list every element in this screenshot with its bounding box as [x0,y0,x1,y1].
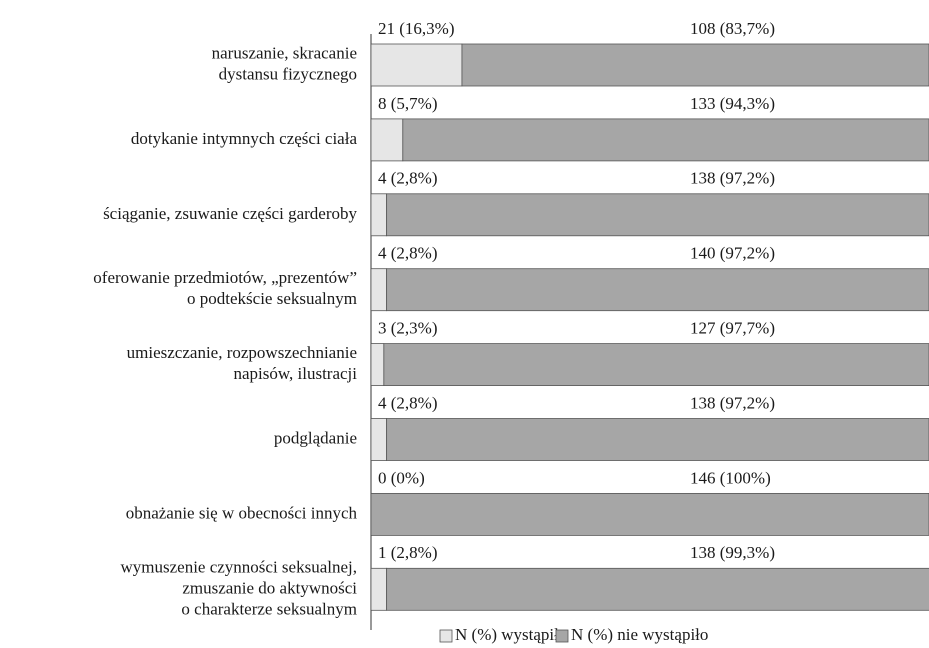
bar-segment [371,43,463,87]
category-line: obnażanie się w obecności innych [126,503,358,522]
legend-swatch [555,629,569,643]
category-label: podglądanie [274,428,357,447]
category-line: o podtekście seksualnym [187,289,357,308]
value-label: 4 (2,8%) [378,169,437,188]
value-label: 4 (2,8%) [378,244,437,263]
category-line: naruszanie, skracanie [212,43,357,62]
category-line: wymuszenie czynności seksualnej, [120,557,357,576]
bar-segment [386,567,929,611]
legend-label: N (%) nie wystąpiło [571,625,708,644]
value-label: 146 (100%) [690,468,771,487]
bar-segment [371,492,929,536]
category-line: oferowanie przedmiotów, „prezentów” [93,268,357,287]
bar-segment [461,43,929,87]
value-label: 138 (97,2%) [690,169,775,188]
bar-segment [371,118,404,162]
category-label: naruszanie, skracanie dystansu fizycznego [212,43,357,83]
category-label: oferowanie przedmiotów, „prezentów” o pod… [93,268,357,308]
category-label: dotykanie intymnych części ciała [131,129,358,148]
bar-segment [386,268,929,312]
value-label: 127 (97,7%) [690,319,775,338]
value-label: 140 (97,2%) [690,244,775,263]
category-line: umieszczanie, rozpowszechnianie [127,343,357,362]
bar-segment [371,193,388,237]
category-label: ściąganie, zsuwanie części garderoby [103,204,357,223]
category-line: zmuszanie do aktywności [182,578,357,597]
bar-segment [402,118,929,162]
legend-label: N (%) wystąpiło [455,625,567,644]
category-line: o charakterze seksualnym [181,599,357,618]
bar-segment [386,193,929,237]
category-line: podglądanie [274,428,357,447]
value-label: 4 (2,8%) [378,393,437,412]
bar-segment [383,343,929,387]
legend-swatch [439,629,453,643]
value-label: 21 (16,3%) [378,19,454,38]
value-label: 1 (2,8%) [378,543,437,562]
category-line: dotykanie intymnych części ciała [131,129,358,148]
value-label: 3 (2,3%) [378,319,437,338]
category-line: dystansu fizycznego [219,64,357,83]
category-label: umieszczanie, rozpowszechnianie napisów, … [127,343,358,383]
bar-segment [371,343,385,387]
value-label: 138 (97,2%) [690,393,775,412]
bars [371,43,929,611]
bar-segment [371,567,388,611]
value-label: 138 (99,3%) [690,543,775,562]
bar-segment [371,268,388,312]
bar-segment [386,418,929,461]
value-label: 0 (0%) [378,468,425,487]
value-label: 133 (94,3%) [690,94,775,113]
category-line: ściąganie, zsuwanie części garderoby [103,204,357,223]
category-label: wymuszenie czynności seksualnej, zmuszani… [120,557,357,618]
bar-segment [371,418,388,461]
category-line: napisów, ilustracji [233,364,357,383]
value-label: 8 (5,7%) [378,94,437,113]
value-label: 108 (83,7%) [690,19,775,38]
category-label: obnażanie się w obecności innych [126,503,358,522]
